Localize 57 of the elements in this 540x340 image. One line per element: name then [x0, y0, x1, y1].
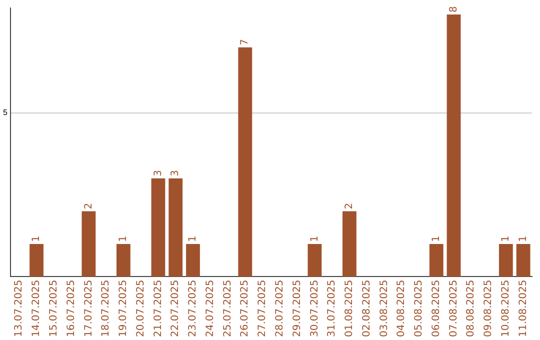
x-tick-label: 06.08.2025: [430, 280, 442, 338]
x-tick-label: 05.08.2025: [414, 280, 425, 338]
data-label: 8: [448, 6, 460, 13]
bar: [116, 244, 130, 277]
x-tick-label: 02.08.2025: [361, 280, 372, 338]
y-tick-label: 5: [2, 108, 8, 118]
x-tick-label: 08.08.2025: [466, 280, 477, 338]
x-tick-label: 07.08.2025: [448, 280, 460, 338]
x-tick-label: 17.07.2025: [83, 280, 94, 338]
bar: [446, 14, 461, 277]
x-tick-label: 11.08.2025: [518, 280, 529, 338]
data-label: 3: [152, 170, 164, 176]
x-tick-label: 19.07.2025: [118, 280, 130, 338]
x-tick-label: 28.07.2025: [274, 280, 286, 338]
bar: [429, 244, 444, 277]
bar: [308, 244, 322, 277]
x-tick-label: 01.08.2025: [344, 280, 356, 338]
x-tick-label: 09.08.2025: [483, 280, 494, 338]
bar: [238, 47, 252, 277]
data-label: 1: [309, 236, 320, 242]
data-label: 2: [344, 202, 356, 210]
x-tick-label: 10.08.2025: [500, 280, 512, 338]
x-tick-label: 27.07.2025: [257, 280, 268, 338]
data-label: 1: [188, 236, 199, 242]
x-tick-label: 04.08.2025: [396, 280, 408, 338]
data-label: 1: [118, 236, 130, 242]
data-label: 7: [240, 38, 251, 46]
x-tick-label: 15.07.2025: [48, 280, 60, 338]
bar: [151, 178, 166, 277]
data-label: 1: [500, 236, 512, 242]
x-tick-label: 24.07.2025: [204, 280, 216, 338]
x-tick-label: 21.07.2025: [152, 280, 164, 338]
bar: [186, 244, 200, 277]
data-label: 1: [518, 236, 529, 242]
x-tick-label: 18.07.2025: [100, 280, 112, 338]
data-label: 1: [430, 236, 442, 242]
x-tick-label: 13.07.2025: [14, 280, 25, 338]
x-tick-label: 22.07.2025: [170, 280, 182, 338]
x-tick-label: 03.08.2025: [378, 280, 390, 338]
bar: [498, 244, 513, 277]
x-tick-label: 31.07.2025: [326, 280, 338, 338]
bar: [516, 244, 530, 277]
x-tick-label: 16.07.2025: [66, 280, 77, 338]
x-tick-label: 25.07.2025: [222, 280, 234, 338]
data-label: 2: [83, 202, 94, 210]
bar: [82, 211, 96, 277]
x-tick-label: 20.07.2025: [135, 280, 146, 338]
data-label: 3: [170, 170, 182, 176]
bar: [168, 178, 183, 277]
data-label: 1: [31, 236, 42, 242]
bar: [30, 244, 44, 277]
x-tick-label: 23.07.2025: [188, 280, 199, 338]
x-tick-label: 30.07.2025: [309, 280, 320, 338]
x-tick-label: 26.07.2025: [240, 280, 251, 338]
x-tick-label: 29.07.2025: [292, 280, 303, 338]
x-tick-label: 14.07.2025: [31, 280, 42, 338]
bar: [342, 211, 356, 277]
